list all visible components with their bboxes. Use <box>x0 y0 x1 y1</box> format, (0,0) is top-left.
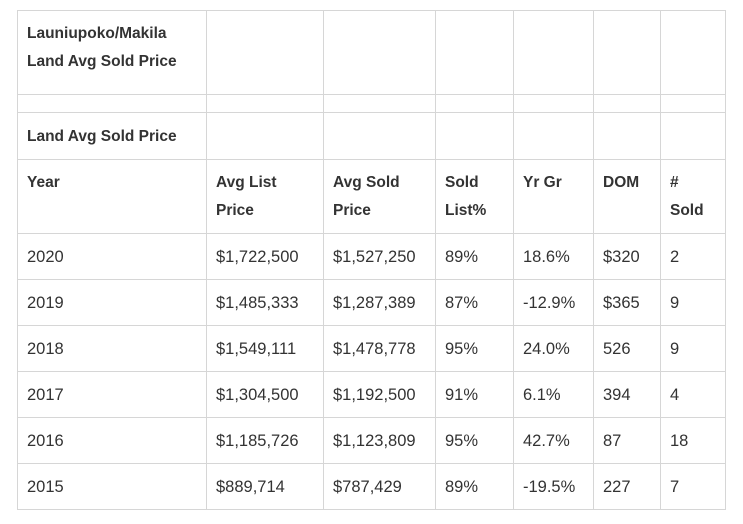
column-header-line: DOM <box>603 174 640 191</box>
table-cell: 9 <box>660 325 726 372</box>
table-title: Launiupoko/Makila Land Avg Sold Price <box>17 10 207 95</box>
table-cell: $1,478,778 <box>323 325 436 372</box>
table-cell: -12.9% <box>513 279 594 326</box>
column-header: Yr Gr <box>513 159 594 234</box>
column-header: Avg List Price <box>206 159 324 234</box>
table-cell: $1,722,500 <box>206 233 324 280</box>
column-header: DOM <box>593 159 661 234</box>
table-cell: $1,185,726 <box>206 417 324 464</box>
table-cell: 18 <box>660 417 726 464</box>
column-header-line: Sold <box>445 174 479 191</box>
table-cell: 2020 <box>17 233 207 280</box>
table-cell: 91% <box>435 371 514 418</box>
table-cell: $1,304,500 <box>206 371 324 418</box>
table-subtitle: Land Avg Sold Price <box>17 112 207 160</box>
table-cell: 526 <box>593 325 661 372</box>
table-cell: 394 <box>593 371 661 418</box>
column-header-line: Yr Gr <box>523 174 562 191</box>
table-cell: 24.0% <box>513 325 594 372</box>
table-cell: 18.6% <box>513 233 594 280</box>
table-cell: 2015 <box>17 463 207 510</box>
table-cell: 87% <box>435 279 514 326</box>
table-cell: 42.7% <box>513 417 594 464</box>
table-cell: $787,429 <box>323 463 436 510</box>
table-title-line1: Launiupoko/Makila <box>27 25 167 42</box>
table-cell: $365 <box>593 279 661 326</box>
table-cell: 2017 <box>17 371 207 418</box>
table-cell: 6.1% <box>513 371 594 418</box>
table-cell: $1,527,250 <box>323 233 436 280</box>
column-header-line: Sold <box>670 202 704 219</box>
table-cell: 2016 <box>17 417 207 464</box>
column-header: Avg Sold Price <box>323 159 436 234</box>
table-cell: 95% <box>435 417 514 464</box>
column-header-line: Year <box>27 174 60 191</box>
column-header-line: Avg List <box>216 174 277 191</box>
table-row: 2019 $1,485,333 $1,287,389 87% -12.9% $365 9 <box>17 279 726 326</box>
table-cell: 2018 <box>17 325 207 372</box>
table-cell: 2019 <box>17 279 207 326</box>
table-cell: 4 <box>660 371 726 418</box>
table-row: 2015 $889,714 $787,429 89% -19.5% 227 7 <box>17 463 726 510</box>
table-cell: -19.5% <box>513 463 594 510</box>
column-header: # Sold <box>660 159 726 234</box>
table-cell: 9 <box>660 279 726 326</box>
table-cell: $1,123,809 <box>323 417 436 464</box>
table-row: 2017 $1,304,500 $1,192,500 91% 6.1% 394 4 <box>17 371 726 418</box>
column-header: Sold List% <box>435 159 514 234</box>
table-row: 2016 $1,185,726 $1,123,809 95% 42.7% 87 18 <box>17 417 726 464</box>
table-cell: 2 <box>660 233 726 280</box>
table-body: 2020 $1,722,500 $1,527,250 89% 18.6% $320 2 201… <box>17 233 726 510</box>
title-row: Launiupoko/Makila Land Avg Sold Price <box>17 10 726 95</box>
table-cell: 7 <box>660 463 726 510</box>
column-header-line: Avg Sold <box>333 174 400 191</box>
table-cell: 89% <box>435 233 514 280</box>
table-cell: 89% <box>435 463 514 510</box>
column-header-line: # <box>670 174 679 191</box>
table-cell: $1,287,389 <box>323 279 436 326</box>
header-row: Year Avg List Price Avg Sold Price Sold List% Y… <box>17 159 726 234</box>
table-cell: $1,549,111 <box>206 325 324 372</box>
sold-price-table: Launiupoko/Makila Land Avg Sold Price La… <box>17 10 726 510</box>
subtitle-row: Land Avg Sold Price <box>17 112 726 160</box>
table-cell: 227 <box>593 463 661 510</box>
column-header-line: Price <box>216 202 254 219</box>
table-title-line2: Land Avg Sold Price <box>27 53 177 70</box>
table-cell: $1,192,500 <box>323 371 436 418</box>
table-cell: $320 <box>593 233 661 280</box>
table-row: 2020 $1,722,500 $1,527,250 89% 18.6% $320 2 <box>17 233 726 280</box>
spacer-row <box>17 94 726 113</box>
table-row: 2018 $1,549,111 $1,478,778 95% 24.0% 526 9 <box>17 325 726 372</box>
column-header-line: List% <box>445 202 487 219</box>
table-cell: 87 <box>593 417 661 464</box>
column-header-line: Price <box>333 202 371 219</box>
column-header: Year <box>17 159 207 234</box>
table-cell: 95% <box>435 325 514 372</box>
table-cell: $889,714 <box>206 463 324 510</box>
table-cell: $1,485,333 <box>206 279 324 326</box>
